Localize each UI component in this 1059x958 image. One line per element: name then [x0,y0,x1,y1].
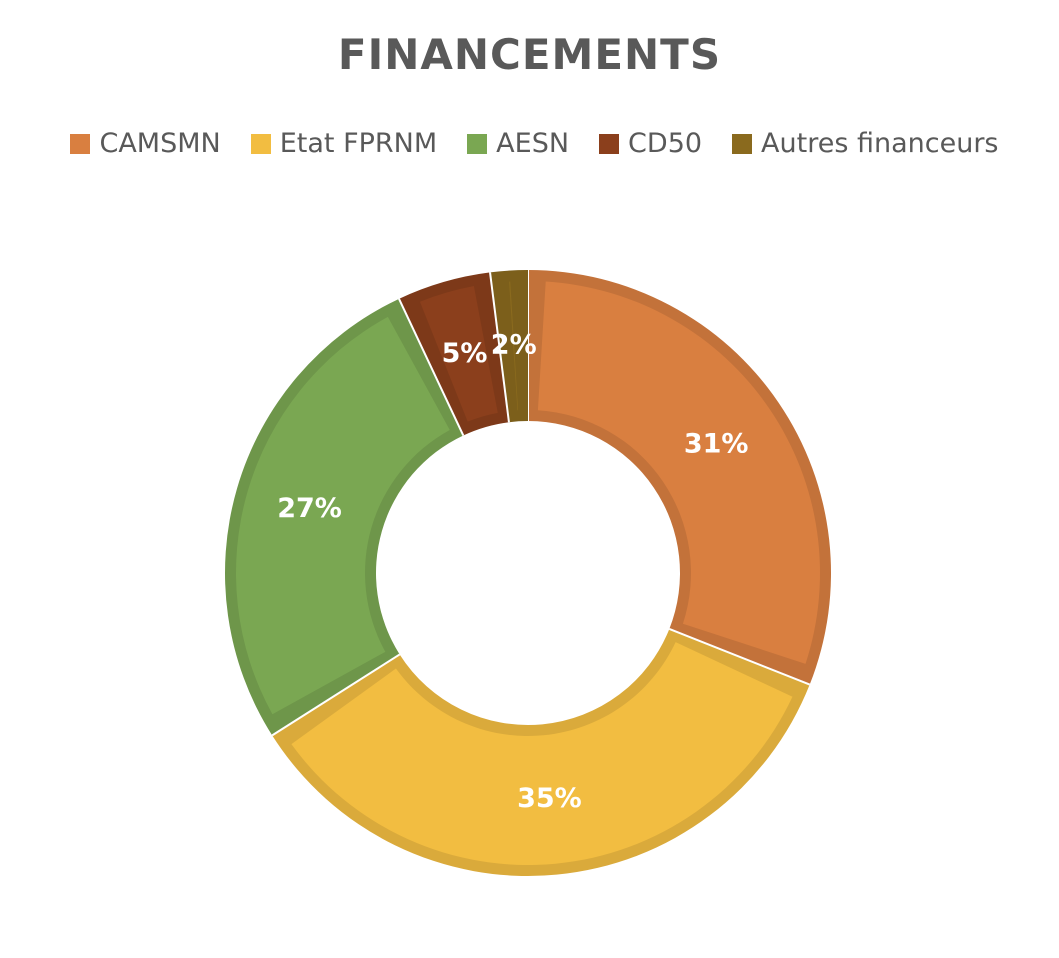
data-label-camsmn: 31% [684,429,749,460]
data-label-cd50: 5% [442,338,488,369]
legend-label: Autres financeurs [761,128,999,159]
donut-slice-separator [398,298,465,436]
legend-label: AESN [496,128,570,159]
donut-slice-autres-financeurs [490,270,528,423]
donut-slice-separator [489,272,510,423]
legend-item-aesn: AESN [467,128,569,159]
donut-slice-fill-autres-financeurs [509,281,519,411]
legend: CAMSMN Etat FPRNM AESN CD50 Autres finan… [28,128,1041,159]
donut-slice-fill-camsmn [537,281,820,664]
data-label-autres-financeurs: 2% [491,329,537,360]
data-label-etat-fprnm: 35% [517,783,582,814]
donut-slices [224,270,832,877]
legend-swatch [467,133,488,154]
legend-swatch [250,133,271,154]
legend-item-camsmn: CAMSMN [70,128,221,159]
legend-swatch [70,133,91,154]
legend-item-autres-financeurs: Autres financeurs [732,128,999,159]
legend-label: CD50 [628,128,703,159]
legend-label: CAMSMN [99,128,221,159]
chart-title: FINANCEMENTS [337,30,722,79]
data-label-aesn: 27% [277,493,342,524]
donut-slice-separator [271,653,401,737]
donut-data-labels: 31% 35% 27% 5% 2% [277,329,748,814]
legend-swatch [732,133,753,154]
donut-slice-separator [668,628,811,686]
legend-label: Etat FPRNM [279,128,438,159]
donut-slice-fill-etat-fprnm [291,642,793,865]
legend-item-cd50: CD50 [599,128,702,159]
legend-item-etat-fprnm: Etat FPRNM [250,128,438,159]
legend-swatch [599,133,620,154]
donut-slice-fill-cd50 [419,286,498,422]
donut-slice-fill-aesn [236,316,450,715]
